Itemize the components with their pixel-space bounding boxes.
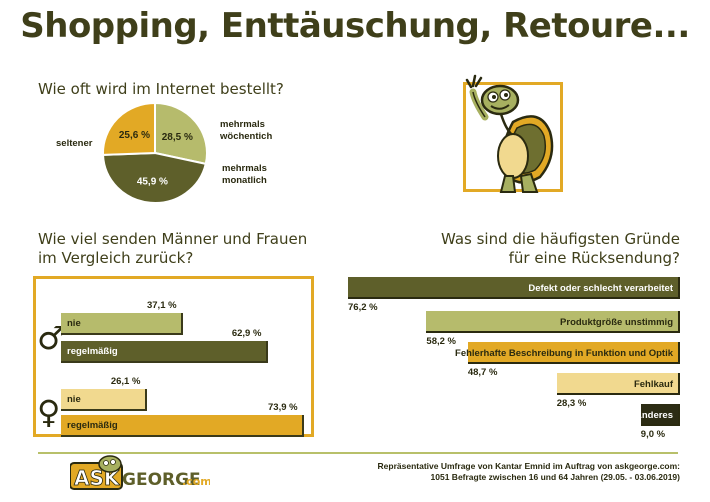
female-symbol-icon: ♀	[37, 393, 61, 431]
gender-bar-label-1-1: regelmäßig	[67, 420, 118, 431]
gender-bar-value-1-1: 73,9 %	[268, 402, 298, 413]
reason-bar-label-3: Fehlkauf	[633, 379, 673, 390]
gender-bar-label-1-0: nie	[67, 394, 81, 405]
reason-bar-value-3: 28,3 %	[556, 398, 587, 409]
pie-label-rarely: seltener	[56, 138, 93, 149]
gender-chart-title: Wie viel senden Männer und Frauen im Verg…	[38, 230, 308, 267]
reason-bar-label-1: Produktgröße unstimmig	[560, 317, 673, 328]
reason-bar-value-1: 58,2 %	[426, 336, 456, 347]
footer-divider	[38, 452, 678, 454]
pie-chart: 28,5 % 45,9 % 25,6 %	[101, 101, 208, 204]
logo-com-text: .com	[182, 475, 210, 488]
gender-bar-label-0-0: nie	[67, 318, 81, 329]
page-title: Shopping, Enttäuschung, Retoure...	[20, 6, 690, 46]
askgeorge-logo: ASK GEORGE .com	[70, 455, 210, 490]
reason-bar-value-4: 9,0 %	[640, 429, 666, 440]
pie-value-label-0: 28,5 %	[162, 132, 193, 143]
reason-bar-label-2: Fehlerhafte Beschreibung in Funktion und…	[455, 348, 673, 359]
pie-slice-0	[154, 101, 208, 166]
gender-bar-1-0	[61, 389, 147, 411]
gender-bar-0-0	[61, 313, 183, 335]
gender-bar-0-1	[61, 341, 268, 363]
gender-bar-value-0-1: 62,9 %	[231, 328, 262, 339]
gender-bar-1-1	[61, 415, 304, 437]
pie-value-label-2: 25,6 %	[119, 130, 150, 141]
pie-slice-2	[102, 101, 156, 156]
reason-bar-1	[426, 311, 680, 333]
pie-label-weekly: mehrmals wöchentich	[220, 119, 273, 142]
reason-bar-value-2: 48,7 %	[467, 367, 498, 378]
logo-george-text: GEORGE	[122, 470, 201, 490]
reason-bar-4	[640, 404, 680, 426]
pie-value-label-1: 45,9 %	[137, 176, 168, 187]
pie-chart-title: Wie oft wird im Internet bestellt?	[38, 80, 284, 98]
reason-bar-label-4: Anderes	[634, 410, 673, 421]
reason-bar-label-0: Defekt oder schlecht verarbeitet	[528, 283, 673, 294]
pie-slice-1	[101, 151, 207, 204]
reasons-chart-title: Was sind die häufigsten Gründe für eine R…	[440, 230, 680, 267]
gender-bar-label-0-1: regelmäßig	[67, 346, 118, 357]
male-symbol-icon: ♂	[37, 319, 66, 357]
reason-bar-value-0: 76,2 %	[348, 302, 378, 313]
gender-bar-value-0-0: 37,1 %	[146, 300, 177, 311]
reason-bar-2	[467, 342, 680, 364]
reason-bar-0	[348, 277, 680, 299]
reason-bar-3	[556, 373, 680, 395]
pie-label-monthly: mehrmals monatlich	[222, 163, 267, 186]
turtle-mascot-icon	[465, 74, 554, 193]
gender-bar-value-1-0: 26,1 %	[110, 376, 141, 387]
footnote: Repräsentative Umfrage von Kantar Emnid …	[377, 461, 680, 482]
